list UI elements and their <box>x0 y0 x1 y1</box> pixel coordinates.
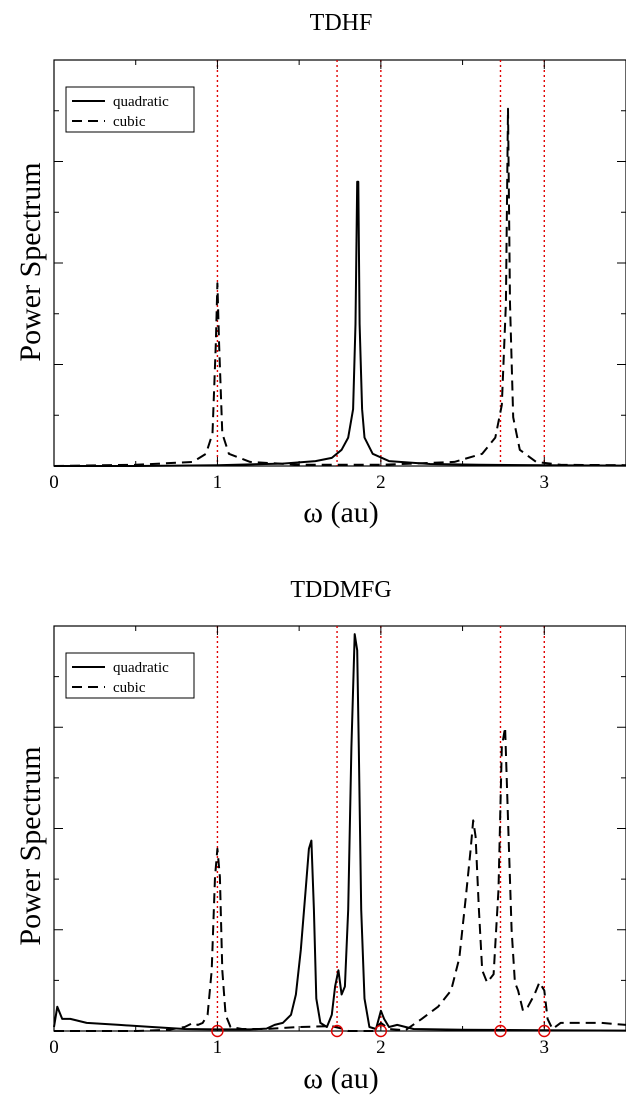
x-tick-label: 1 <box>213 472 223 493</box>
x-ticks: 0 1 2 3 <box>49 626 626 1058</box>
reference-lines <box>216 60 545 466</box>
series-lines <box>53 107 626 467</box>
series-line-cubic <box>54 726 626 1032</box>
x-axis-label: ω (au) <box>303 496 379 529</box>
series-line-cubic <box>53 107 626 467</box>
legend-label-quadratic: quadratic <box>113 660 169 676</box>
series-line-quadratic <box>53 633 626 1032</box>
legend: quadratic cubic <box>65 652 195 699</box>
axis-marker <box>330 1024 344 1038</box>
y-axis-label: Power Spectrum <box>14 162 47 361</box>
x-axis-label: ω (au) <box>303 1062 379 1095</box>
reference-lines <box>216 626 545 1031</box>
axis-marker <box>211 1024 224 1038</box>
panel-tddmfg: TDDMFG Power Spectrum ω (au) 0 1 2 3 quadra… <box>14 577 626 1095</box>
axis-marker <box>494 1024 507 1038</box>
axis-marker <box>374 1024 388 1038</box>
x-tick-label: 1 <box>213 1037 223 1058</box>
panel-tdhf: TDHF Power Spectrum ω (au) 0 1 2 3 quadrati… <box>14 10 626 529</box>
legend: quadratic cubic <box>65 86 195 133</box>
y-ticks <box>54 59 626 467</box>
axis-marker <box>538 1024 551 1038</box>
legend-label-cubic: cubic <box>113 114 146 130</box>
legend-box <box>65 86 195 133</box>
y-ticks <box>54 625 626 1032</box>
x-tick-label: 2 <box>376 472 386 493</box>
legend-label-cubic: cubic <box>113 680 146 696</box>
legend-box <box>65 652 195 699</box>
x-tick-label: 0 <box>49 472 59 493</box>
x-ticks: 0 1 2 3 <box>49 60 626 493</box>
chart-title: TDHF <box>310 10 373 36</box>
series-line-quadratic <box>54 180 626 467</box>
axis-markers <box>211 1024 551 1038</box>
x-tick-label: 3 <box>540 472 550 493</box>
x-tick-label: 0 <box>49 1037 59 1058</box>
y-axis-label: Power Spectrum <box>14 746 47 945</box>
legend-label-quadratic: quadratic <box>113 94 169 110</box>
series-lines <box>53 633 626 1032</box>
x-tick-label: 3 <box>540 1037 550 1058</box>
chart-title: TDDMFG <box>290 577 391 603</box>
x-tick-label: 2 <box>376 1037 386 1058</box>
